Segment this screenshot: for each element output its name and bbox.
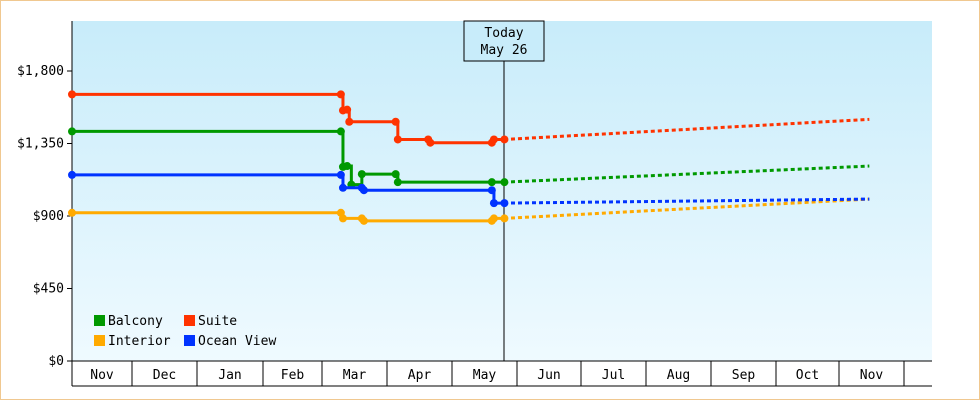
x-axis-months: Nov Dec Jan Feb Mar Apr May Jun Jul Aug Sep Oct Nov (71, 361, 932, 387)
month-label: May (473, 368, 497, 383)
series-ocean-view-point (489, 199, 498, 208)
y-tick-label: $450 (33, 282, 64, 297)
series-suite-point (343, 105, 352, 114)
y-tick-label: $0 (48, 354, 64, 369)
legend-swatch (184, 335, 195, 346)
series-ocean-view-point (336, 170, 345, 179)
month-label: Aug (667, 368, 690, 383)
series-suite-point (426, 138, 435, 147)
series-balcony-point (343, 162, 352, 171)
series-balcony-point (393, 178, 402, 187)
month-label: Feb (281, 368, 305, 383)
month-label: Nov (860, 368, 884, 383)
series-lines (68, 90, 870, 225)
legend-label: Suite (198, 314, 237, 329)
series-ocean-view-point (487, 186, 496, 195)
plot-background (72, 21, 932, 361)
y-tick-label: $1,800 (17, 64, 64, 79)
y-ticks: $1,800 $1,350 $900 $450 $0 (17, 64, 72, 369)
y-tick-label: $900 (33, 209, 64, 224)
series-balcony-point (500, 178, 509, 187)
series-balcony-point (68, 127, 76, 136)
month-label: Nov (90, 368, 114, 383)
series-interior-point (489, 214, 498, 223)
series-balcony-point (336, 127, 345, 136)
series-suite-point (68, 90, 76, 99)
series-suite-point (391, 117, 400, 126)
legend-label: Interior (108, 334, 171, 349)
legend: Balcony Suite Interior Ocean View (94, 314, 276, 349)
series-ocean-view-point (68, 170, 76, 179)
series-suite-point (393, 135, 402, 144)
series-suite-point (336, 90, 345, 99)
month-label: Apr (408, 368, 432, 383)
series-ocean-view-forecast (503, 197, 870, 205)
series-interior-forecast (503, 197, 870, 220)
legend-swatch (94, 335, 105, 346)
legend-swatch (184, 315, 195, 326)
series-ocean-view-point (338, 183, 347, 192)
series-balcony-point (487, 178, 496, 187)
today-date: May 26 (481, 43, 528, 58)
series-balcony-point (357, 170, 366, 179)
y-tick-label: $1,350 (17, 137, 64, 152)
today-label: Today (484, 26, 523, 41)
series-balcony-forecast (503, 164, 870, 184)
month-label: Jan (218, 368, 241, 383)
series-balcony-point (391, 170, 400, 179)
series-suite-point (489, 135, 498, 144)
month-label: Jul (602, 368, 625, 383)
legend-swatch (94, 315, 105, 326)
today-box (463, 20, 545, 62)
series-ocean-view-point (500, 199, 509, 208)
legend-label: Ocean View (198, 334, 276, 349)
month-label: Mar (343, 368, 367, 383)
series-ocean-view-point (359, 186, 368, 195)
series-interior-point (338, 214, 347, 223)
month-label: Oct (796, 368, 819, 383)
today-marker: Today May 26 (463, 20, 545, 361)
series-interior-point (359, 216, 368, 225)
series-interior-point (500, 214, 509, 223)
month-label: Dec (153, 368, 176, 383)
series-suite-point (345, 117, 354, 126)
series-interior-point (68, 208, 76, 217)
month-label: Sep (732, 368, 756, 383)
series-suite-forecast (503, 117, 870, 141)
series-suite-point (500, 135, 509, 144)
month-label: Jun (537, 368, 560, 383)
legend-label: Balcony (108, 314, 163, 329)
